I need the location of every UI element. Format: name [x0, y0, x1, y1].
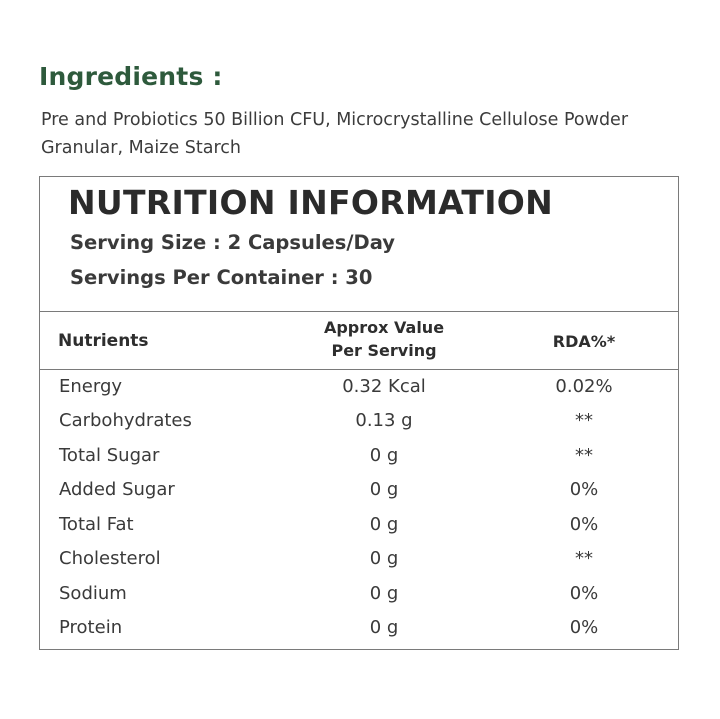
column-header-approx-value: Approx Value Per Serving: [284, 316, 484, 362]
nutrition-header: NUTRITION INFORMATION Serving Size : 2 C…: [40, 177, 678, 312]
nutrient-rda: 0%: [569, 617, 599, 638]
nutrient-rda: **: [575, 410, 593, 431]
column-header-rda: RDA%*: [552, 332, 616, 351]
nutrient-rda: 0%: [569, 514, 599, 535]
table-row: Protein 0 g 0%: [40, 611, 678, 645]
nutrient-value: 0.32 Kcal: [342, 376, 426, 397]
nutrient-name: Total Fat: [59, 514, 134, 535]
servings-per-container: Servings Per Container : 30: [70, 266, 373, 289]
table-row: Carbohydrates 0.13 g **: [40, 404, 678, 438]
ingredients-text: Pre and Probiotics 50 Billion CFU, Micro…: [41, 110, 629, 158]
table-row: Sodium 0 g 0%: [40, 577, 678, 611]
table-row: Cholesterol 0 g **: [40, 542, 678, 576]
nutrient-value: 0 g: [369, 583, 399, 604]
ingredients-heading: Ingredients :: [39, 62, 223, 91]
nutrient-rda: **: [575, 445, 593, 466]
serving-size: Serving Size : 2 Capsules/Day: [70, 231, 395, 254]
nutrient-rda: 0%: [569, 583, 599, 604]
column-header-value-line1: Approx Value: [323, 318, 445, 337]
column-header-nutrients: Nutrients: [58, 331, 149, 351]
table-row: Total Sugar 0 g **: [40, 439, 678, 473]
nutrient-name: Total Sugar: [59, 445, 160, 466]
table-header-row: Nutrients Approx Value Per Serving RDA%*: [40, 312, 678, 370]
nutrient-name: Protein: [59, 617, 123, 638]
nutrient-name: Sodium: [59, 583, 127, 604]
nutrient-value: 0.13 g: [355, 410, 413, 431]
nutrient-name: Added Sugar: [59, 479, 175, 500]
table-row: Energy 0.32 Kcal 0.02%: [40, 370, 678, 404]
column-header-value-line2: Per Serving: [331, 341, 437, 360]
nutrient-name: Cholesterol: [59, 548, 161, 569]
nutrient-value: 0 g: [369, 479, 399, 500]
nutrition-panel: NUTRITION INFORMATION Serving Size : 2 C…: [39, 176, 679, 650]
table-row: Total Fat 0 g 0%: [40, 508, 678, 542]
nutrient-value: 0 g: [369, 548, 399, 569]
nutrient-name: Carbohydrates: [59, 410, 192, 431]
nutrient-value: 0 g: [369, 617, 399, 638]
nutrient-rda: **: [575, 548, 593, 569]
nutrition-title: NUTRITION INFORMATION: [68, 183, 554, 222]
nutrient-name: Energy: [59, 376, 123, 397]
nutrient-value: 0 g: [369, 445, 399, 466]
nutrient-rda: 0%: [569, 479, 599, 500]
table-row: Added Sugar 0 g 0%: [40, 473, 678, 507]
nutrient-value: 0 g: [369, 514, 399, 535]
nutrient-rda: 0.02%: [555, 376, 613, 397]
